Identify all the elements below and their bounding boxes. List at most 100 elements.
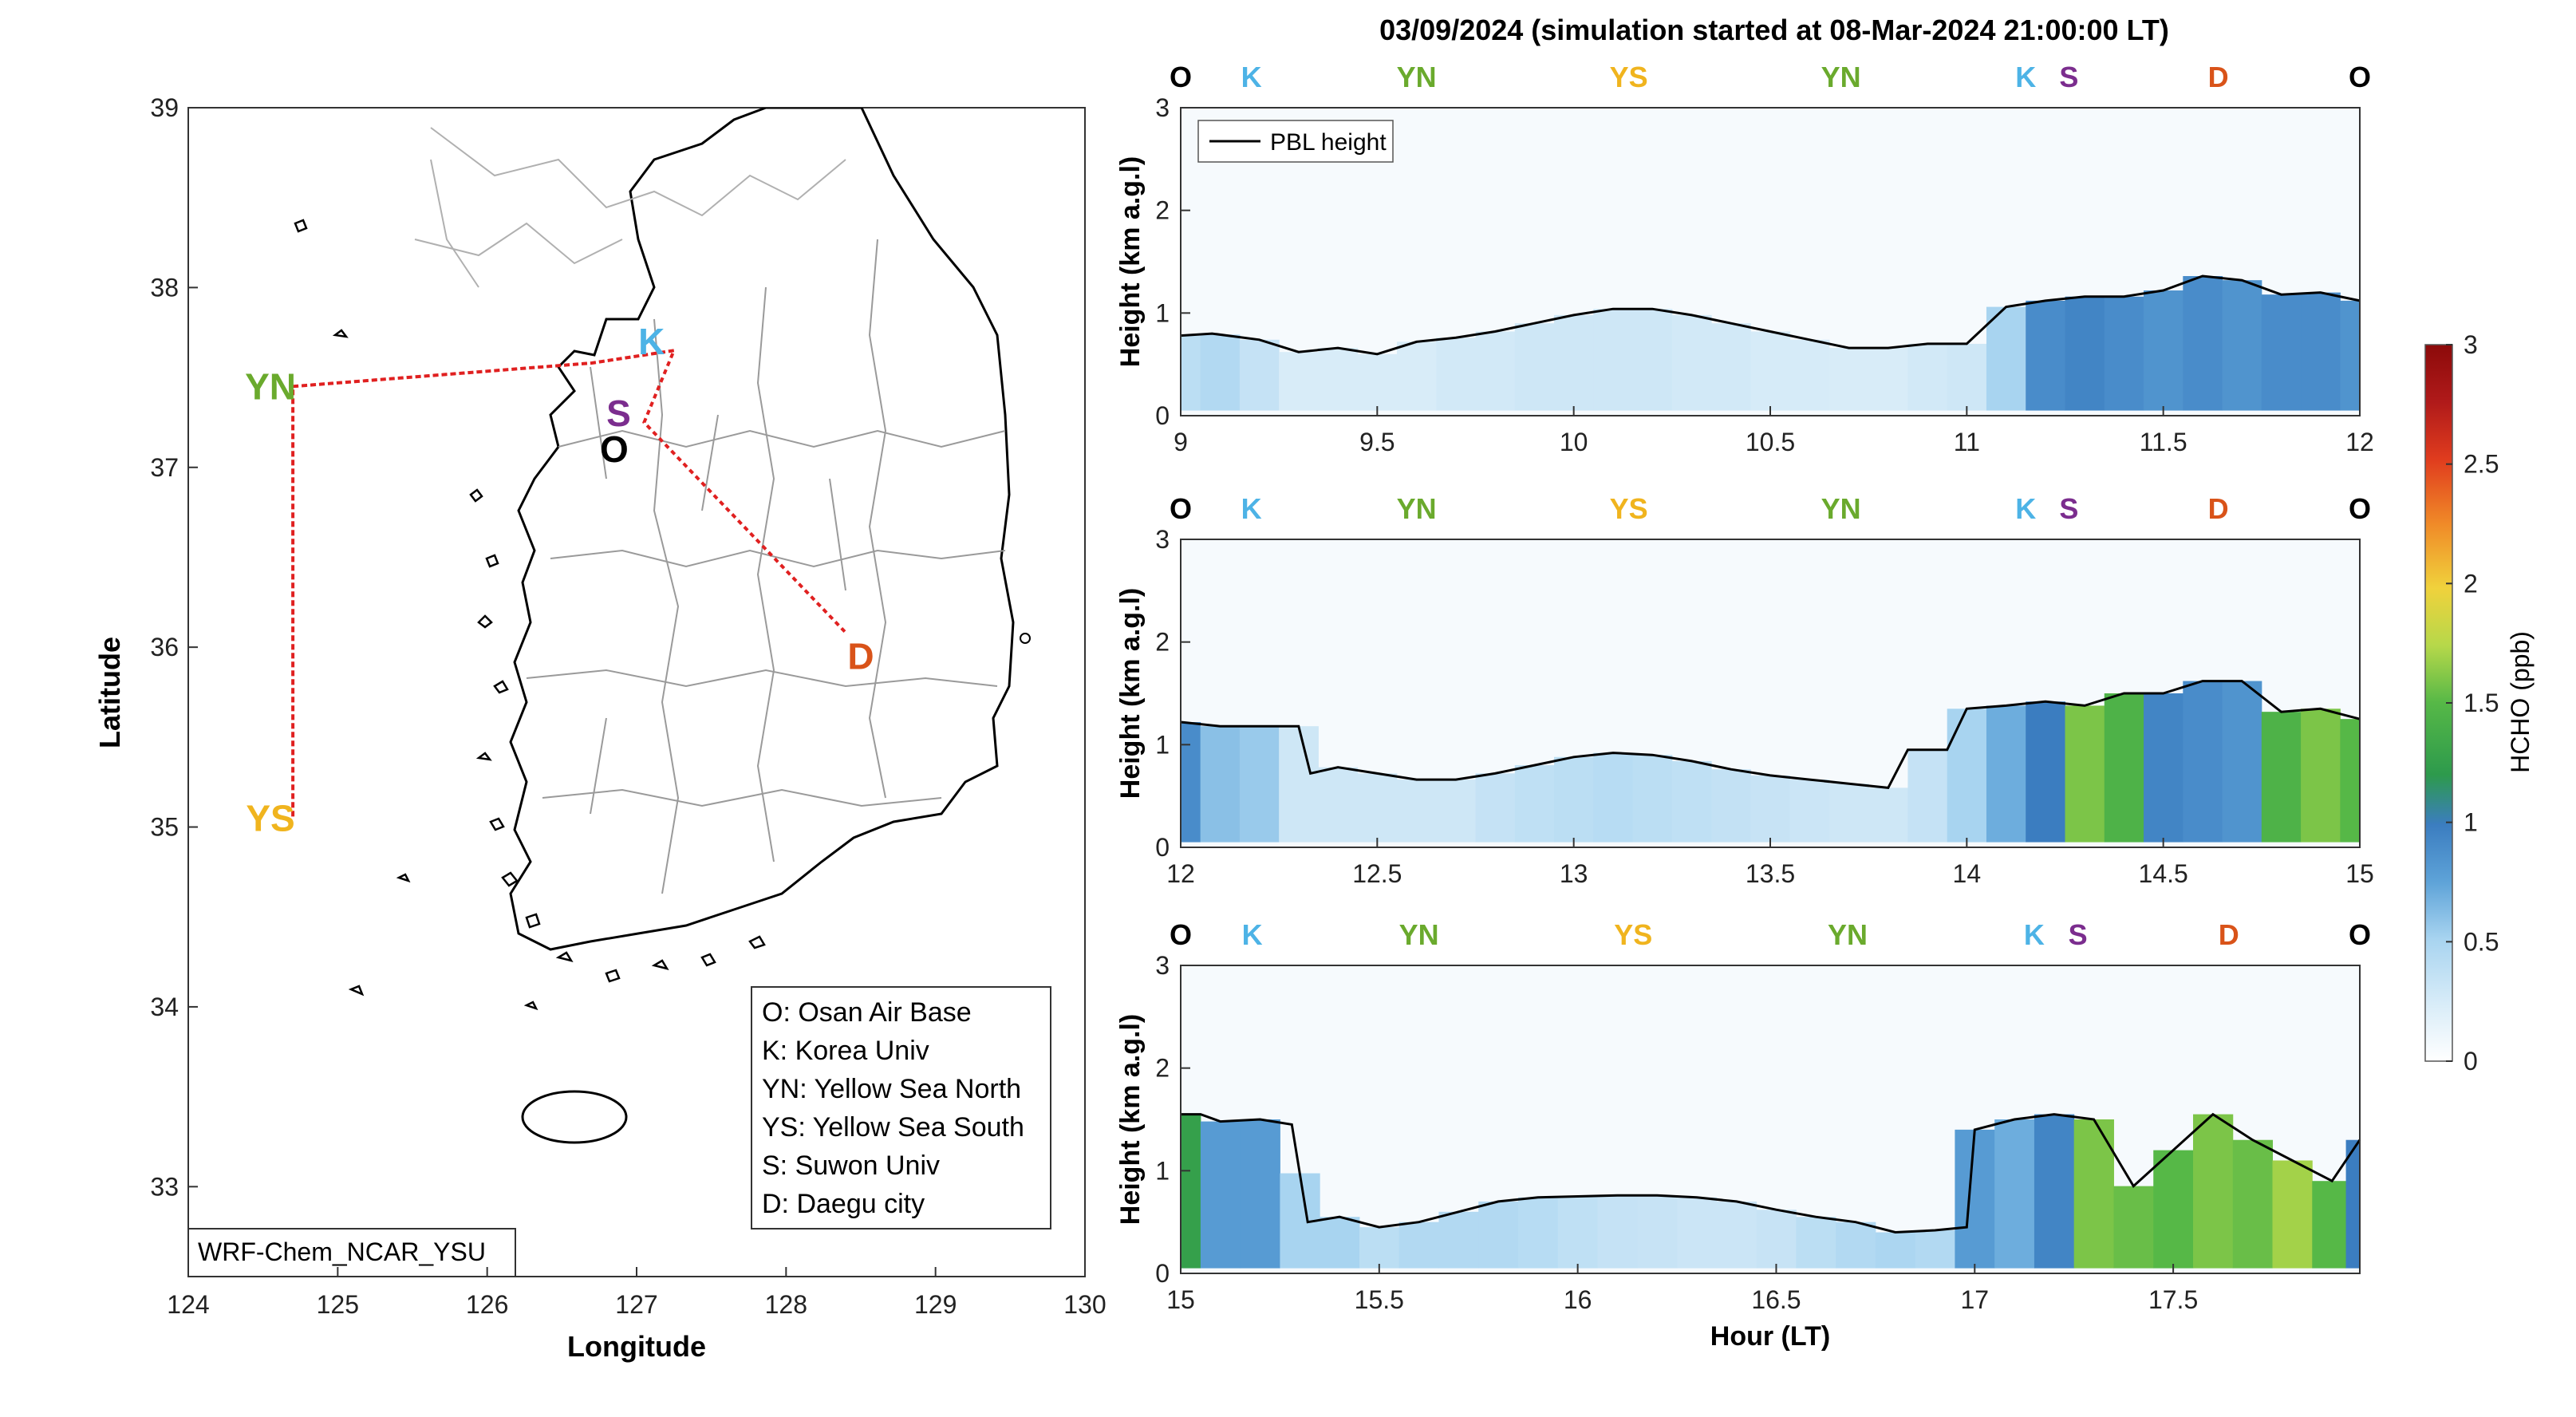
colorbar-tick-label: 0.5 — [2464, 927, 2499, 956]
map-site-yn: YN — [245, 365, 296, 407]
hcho-column — [1514, 765, 1555, 843]
hcho-column — [2261, 712, 2302, 843]
hcho-column — [2261, 294, 2302, 411]
map-x-tick-label: 127 — [615, 1290, 657, 1319]
map-site-o: O — [600, 428, 629, 470]
model-label-box — [187, 1228, 516, 1277]
y-tick-label: 2 — [1155, 628, 1170, 657]
hcho-column — [1671, 760, 1712, 843]
site-marker-yn: YN — [1821, 61, 1861, 93]
site-marker-s: S — [2069, 918, 2088, 951]
map-site-s: S — [606, 393, 631, 434]
hcho-column — [1239, 339, 1280, 411]
hcho-column — [1279, 726, 1319, 843]
hcho-column — [2034, 1114, 2075, 1269]
map-y-ticks: 33 34 35 36 37 38 39 — [150, 93, 198, 1201]
hcho-column — [1915, 1230, 1955, 1269]
hcho-column — [1868, 348, 1908, 411]
hcho-column — [1436, 337, 1476, 411]
x-tick-label: 15 — [1166, 1285, 1195, 1314]
map-y-tick-label: 35 — [150, 813, 179, 842]
hcho-column — [1359, 1227, 1400, 1269]
map-sites: O K YN YS S D — [245, 321, 874, 839]
panel-3: 15 15.5 16 16.5 17 17.5 0 1 2 3 Height (km a.g.l) H… — [1115, 918, 2371, 1352]
hcho-column — [1557, 1196, 1599, 1269]
y-tick-label: 3 — [1155, 525, 1170, 554]
hcho-column — [2104, 693, 2144, 843]
hcho-column — [1907, 749, 1948, 843]
hcho-column — [2065, 296, 2105, 411]
province-borders — [526, 239, 1006, 894]
x-tick-label: 11 — [1954, 428, 1980, 456]
hcho-column — [1398, 1222, 1439, 1269]
panel-axes-box — [1180, 965, 2361, 1274]
hcho-column — [2104, 296, 2144, 411]
map-site-d: D — [847, 635, 874, 677]
map-y-tick-label: 37 — [150, 453, 179, 482]
hcho-column — [2183, 681, 2223, 843]
legend-item-o: O: Osan Air Base — [762, 997, 972, 1028]
site-legend-box — [751, 986, 1051, 1230]
x-tick-label: 15 — [2345, 859, 2374, 888]
hcho-column — [1836, 1222, 1876, 1269]
hcho-column — [1750, 331, 1791, 411]
map-site-k: K — [638, 321, 665, 362]
north-borders — [414, 127, 846, 288]
hcho-column — [1514, 323, 1555, 411]
hcho-column — [1711, 323, 1751, 411]
hcho-column — [2144, 693, 2183, 843]
hcho-column — [1828, 783, 1869, 843]
hcho-column — [2222, 681, 2262, 843]
site-marker-yn: YN — [1821, 492, 1861, 525]
figure-title: 03/09/2024 (simulation started at 08-Mar… — [1379, 14, 2169, 46]
map-y-tick-label: 36 — [150, 633, 179, 661]
site-marker-yn: YN — [1397, 492, 1437, 525]
hcho-column — [2340, 300, 2361, 411]
x-tick-label: 13.5 — [1746, 859, 1795, 888]
site-marker-o: O — [2349, 492, 2371, 525]
map-site-ys: YS — [246, 797, 294, 839]
pbl-height-line — [1180, 680, 2361, 789]
colorbar-tick-label: 3 — [2464, 330, 2478, 359]
x-tick-label: 17.5 — [2148, 1285, 2198, 1314]
hcho-column — [2026, 701, 2065, 843]
hcho-column — [1593, 309, 1634, 411]
site-marker-k: K — [2015, 61, 2036, 93]
x-tick-label: 10.5 — [1746, 428, 1795, 456]
x-tick-label: 9.5 — [1359, 428, 1395, 456]
site-marker-ys: YS — [1610, 492, 1648, 525]
y-tick-label: 2 — [1155, 1054, 1170, 1083]
hcho-column — [2183, 276, 2223, 411]
hcho-column — [1994, 1119, 2035, 1269]
hcho-column — [1789, 339, 1830, 411]
hcho-column — [2144, 290, 2183, 411]
x-tick-label: 14.5 — [2139, 859, 2188, 888]
pbl-height-line — [1180, 274, 2361, 356]
map-x-tick-label: 128 — [765, 1290, 807, 1319]
hcho-column — [1475, 773, 1516, 843]
hcho-column — [2026, 300, 2065, 411]
hcho-column — [1200, 726, 1241, 843]
hcho-column — [1947, 708, 1987, 843]
hcho-column — [1438, 1211, 1479, 1269]
hcho-column — [1181, 335, 1201, 411]
hcho-column — [1181, 1114, 1201, 1269]
x-tick-label: 15.5 — [1355, 1285, 1404, 1314]
map-x-tick-label: 130 — [1063, 1290, 1106, 1319]
x-tick-label: 14 — [1953, 859, 1982, 888]
y-tick-label: 0 — [1155, 1259, 1170, 1288]
hcho-column — [1318, 767, 1359, 843]
colorbar: 0 0.5 1 1.5 2 2.5 3 HCHO (ppb) — [2424, 330, 2535, 1076]
western-islands — [294, 219, 766, 1011]
site-marker-s: S — [2059, 492, 2078, 525]
colorbar-tick-label: 1 — [2464, 808, 2478, 837]
y-tick-label: 1 — [1155, 1156, 1170, 1185]
map-y-tick-label: 34 — [150, 993, 179, 1021]
hcho-column — [1789, 780, 1830, 843]
site-marker-k: K — [1241, 61, 1262, 93]
x-axis-label: Hour (LT) — [1710, 1321, 1830, 1352]
jeju-island — [521, 1090, 628, 1144]
